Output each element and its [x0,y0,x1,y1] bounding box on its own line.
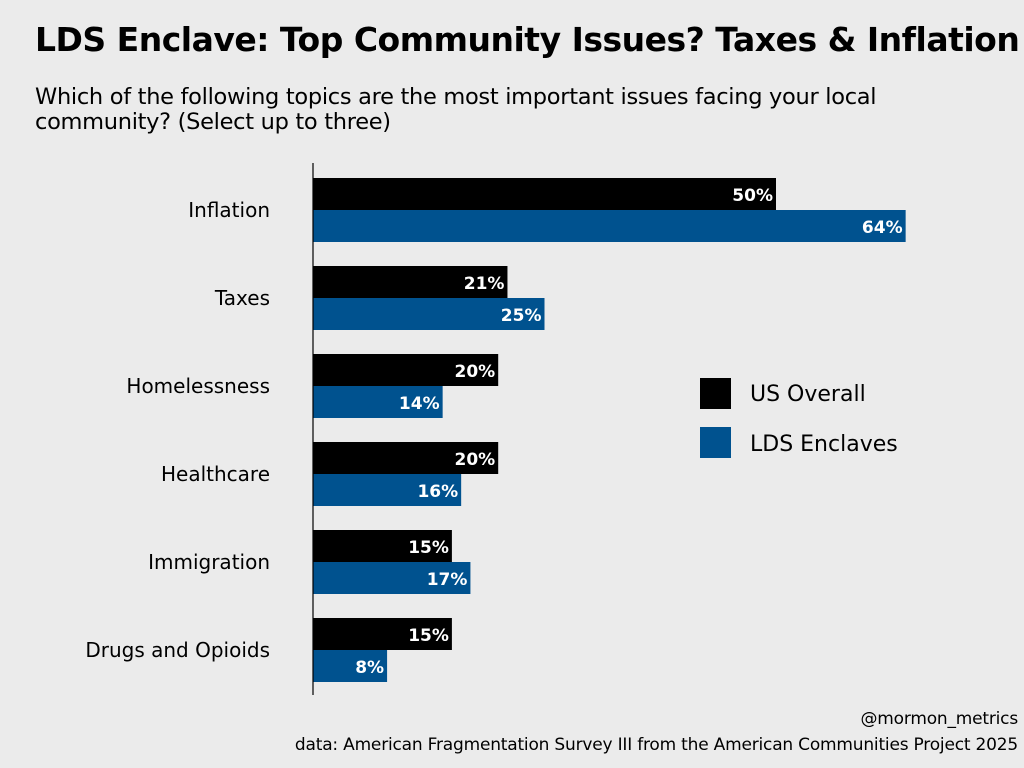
data-label: 14% [399,394,440,414]
legend-swatch-us-overall [700,378,731,409]
data-label: 16% [417,482,458,502]
data-label: 20% [454,450,495,470]
bar-lds-enclaves [313,210,906,242]
bar-us-overall [313,266,508,298]
data-label: 15% [408,538,449,558]
data-label: 21% [464,274,505,294]
data-label: 8% [355,658,384,678]
category-label: Taxes [214,286,270,310]
data-label: 15% [408,626,449,646]
chart-title: LDS Enclave: Top Community Issues? Taxes… [35,20,1020,59]
bar-us-overall [313,354,499,386]
bar-lds-enclaves [313,562,471,594]
bar-lds-enclaves [313,386,443,418]
credit-text: @mormon_metrics [860,709,1019,729]
data-label: 25% [501,306,542,326]
bar-lds-enclaves [313,474,462,506]
legend-label-us-overall: US Overall [750,382,866,407]
bar-lds-enclaves [313,298,545,330]
category-label: Immigration [148,550,270,574]
legend: US Overall LDS Enclaves [700,378,898,458]
data-label: 50% [732,186,773,206]
bars-group: Inflation 50% 64% Taxes 21% 25% Homelessness 20… [85,178,906,682]
bar-us-overall [313,178,776,210]
bar-lds-enclaves [313,650,388,682]
bar-us-overall [313,530,452,562]
category-label: Homelessness [126,374,270,398]
data-label: 17% [427,570,468,590]
category-label: Drugs and Opioids [85,638,270,662]
bar-us-overall [313,442,499,474]
legend-swatch-lds-enclaves [700,427,731,458]
chart-subtitle: Which of the following topics are the mo… [35,84,877,135]
bar-us-overall [313,618,452,650]
source-text: data: American Fragmentation Survey III … [294,735,1018,755]
data-label: 20% [454,362,495,382]
legend-label-lds-enclaves: LDS Enclaves [750,432,898,457]
category-label: Inflation [188,198,270,222]
category-label: Healthcare [161,462,270,486]
data-label: 64% [862,218,903,238]
